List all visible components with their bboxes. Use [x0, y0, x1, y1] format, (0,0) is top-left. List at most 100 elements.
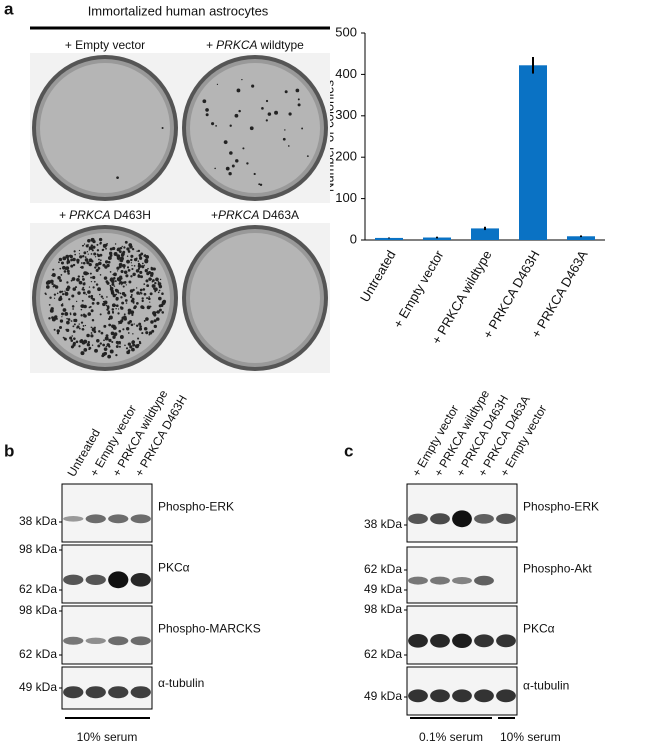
- colony: [80, 339, 84, 342]
- colony: [130, 294, 133, 296]
- colony: [69, 336, 73, 340]
- colony: [125, 327, 130, 331]
- colony: [288, 112, 292, 116]
- colony: [137, 274, 140, 277]
- colony: [83, 314, 87, 318]
- colony: [105, 334, 109, 338]
- marker-label: 49 kDa: [364, 582, 402, 596]
- colony: [295, 88, 300, 93]
- colony: [115, 297, 119, 301]
- colony: [58, 326, 63, 330]
- colony: [83, 282, 86, 285]
- colony: [103, 347, 108, 352]
- colony: [155, 277, 159, 282]
- colony: [115, 345, 119, 349]
- colony: [139, 288, 143, 292]
- colony: [111, 282, 115, 286]
- colony: [138, 293, 141, 295]
- colony: [147, 267, 149, 270]
- colony: [115, 340, 119, 344]
- colony: [82, 325, 85, 327]
- colony: [66, 328, 70, 332]
- colony: [79, 255, 83, 259]
- colony: [122, 285, 125, 288]
- colony: [102, 297, 104, 300]
- colony: [151, 272, 154, 274]
- colony: [124, 344, 126, 347]
- colony: [99, 259, 102, 262]
- colony: [159, 278, 162, 281]
- colony: [133, 306, 136, 310]
- colony: [59, 290, 62, 294]
- colony: [48, 303, 51, 306]
- colony: [109, 284, 112, 287]
- colony: [143, 254, 146, 258]
- plate-label: + PRKCA wildtype: [206, 38, 304, 52]
- colony: [127, 308, 132, 313]
- colony: [284, 90, 288, 94]
- colony: [120, 319, 124, 323]
- colony: [66, 258, 70, 261]
- colony: [89, 246, 93, 250]
- colony: [61, 316, 63, 318]
- colony: [118, 345, 121, 348]
- panel-label: b: [4, 441, 14, 460]
- plate-label: + Empty vector: [65, 38, 145, 52]
- colony: [112, 335, 116, 339]
- colony: [110, 277, 114, 281]
- colony: [145, 254, 150, 259]
- colony: [94, 266, 97, 269]
- blot-name: Phospho-MARCKS: [158, 621, 261, 635]
- colony: [133, 265, 136, 267]
- colony: [77, 291, 81, 295]
- colony: [55, 285, 57, 287]
- colony: [102, 343, 105, 347]
- colony: [98, 293, 101, 296]
- colony: [74, 286, 78, 289]
- band: [63, 516, 84, 522]
- colony: [122, 250, 126, 254]
- colony: [126, 259, 130, 264]
- colony: [251, 84, 255, 88]
- colony: [126, 266, 130, 269]
- colony: [99, 274, 102, 276]
- colony: [104, 260, 109, 264]
- band: [496, 689, 516, 703]
- colony: [136, 287, 138, 289]
- y-tick-label: 300: [335, 107, 357, 122]
- colony: [161, 305, 164, 307]
- colony: [123, 280, 127, 284]
- colony: [90, 334, 94, 338]
- colony: [150, 273, 154, 277]
- colony: [155, 317, 160, 321]
- colony: [148, 296, 150, 298]
- bar: [375, 237, 403, 240]
- band: [430, 576, 450, 585]
- colony: [120, 296, 123, 299]
- band: [408, 513, 428, 524]
- colony: [116, 254, 121, 258]
- colony: [70, 258, 73, 262]
- colony: [120, 281, 124, 285]
- band: [63, 636, 84, 645]
- colony: [130, 299, 134, 303]
- colony: [82, 328, 85, 331]
- plate-label-prefix: +: [59, 208, 66, 222]
- colony: [58, 257, 63, 262]
- colony: [265, 99, 269, 103]
- colony: [73, 250, 76, 253]
- colony: [102, 243, 107, 248]
- colony: [106, 308, 109, 311]
- colony: [104, 336, 109, 341]
- colony: [53, 316, 57, 320]
- colony: [73, 318, 76, 322]
- band: [408, 576, 428, 585]
- colony: [241, 78, 243, 81]
- plate-label-gene: PRKCA: [69, 208, 110, 222]
- colony: [157, 280, 160, 283]
- colony: [153, 319, 157, 323]
- panel-label: a: [4, 0, 14, 18]
- colony: [70, 264, 74, 268]
- colony: [123, 270, 128, 274]
- colony: [145, 279, 149, 283]
